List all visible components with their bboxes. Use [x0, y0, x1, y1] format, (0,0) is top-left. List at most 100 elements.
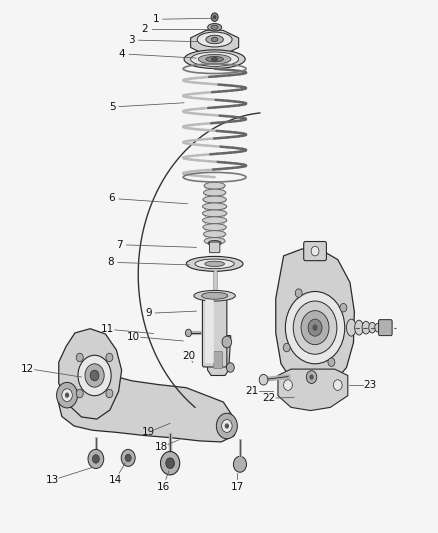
- Ellipse shape: [191, 52, 239, 66]
- Circle shape: [301, 311, 329, 345]
- Ellipse shape: [204, 189, 226, 196]
- Ellipse shape: [205, 261, 224, 266]
- FancyBboxPatch shape: [304, 241, 326, 261]
- Circle shape: [160, 451, 180, 475]
- Circle shape: [309, 374, 314, 379]
- Circle shape: [92, 455, 99, 463]
- Ellipse shape: [198, 54, 231, 64]
- Ellipse shape: [202, 217, 227, 224]
- Circle shape: [57, 382, 78, 408]
- Circle shape: [226, 363, 234, 372]
- FancyBboxPatch shape: [209, 242, 220, 253]
- Ellipse shape: [374, 324, 381, 332]
- Text: 13: 13: [46, 475, 59, 485]
- Text: 7: 7: [116, 240, 123, 249]
- Text: 8: 8: [107, 257, 114, 267]
- Circle shape: [185, 329, 191, 337]
- Circle shape: [293, 301, 337, 354]
- Text: 19: 19: [141, 427, 155, 438]
- Circle shape: [308, 319, 322, 336]
- Circle shape: [62, 389, 72, 401]
- Text: 9: 9: [145, 308, 152, 318]
- Polygon shape: [58, 368, 236, 442]
- Text: 12: 12: [21, 364, 35, 374]
- Ellipse shape: [201, 292, 228, 299]
- Ellipse shape: [204, 231, 226, 238]
- Circle shape: [286, 292, 345, 364]
- Ellipse shape: [186, 256, 243, 271]
- Ellipse shape: [204, 182, 225, 189]
- Ellipse shape: [197, 32, 232, 47]
- Ellipse shape: [208, 240, 221, 246]
- Circle shape: [295, 289, 302, 297]
- Circle shape: [216, 413, 237, 439]
- FancyBboxPatch shape: [205, 300, 214, 364]
- Ellipse shape: [202, 203, 227, 210]
- Ellipse shape: [184, 50, 245, 68]
- Ellipse shape: [194, 290, 235, 301]
- Circle shape: [233, 456, 247, 472]
- Polygon shape: [191, 29, 239, 53]
- Circle shape: [340, 303, 347, 312]
- Circle shape: [76, 353, 83, 362]
- Circle shape: [125, 454, 131, 462]
- Ellipse shape: [212, 37, 218, 42]
- Ellipse shape: [362, 321, 370, 334]
- Circle shape: [284, 379, 292, 390]
- Ellipse shape: [208, 23, 222, 31]
- Circle shape: [166, 458, 174, 469]
- Ellipse shape: [211, 25, 218, 29]
- Ellipse shape: [346, 319, 356, 336]
- Circle shape: [211, 13, 218, 21]
- Circle shape: [213, 15, 216, 19]
- Text: 20: 20: [182, 351, 195, 361]
- Circle shape: [333, 379, 342, 390]
- Circle shape: [88, 449, 104, 469]
- Ellipse shape: [203, 224, 226, 231]
- Circle shape: [311, 246, 319, 256]
- Circle shape: [225, 423, 229, 429]
- Text: 16: 16: [156, 482, 170, 492]
- Text: 5: 5: [109, 102, 115, 112]
- Text: 22: 22: [263, 393, 276, 403]
- Ellipse shape: [369, 322, 376, 333]
- Circle shape: [328, 358, 335, 366]
- Circle shape: [259, 374, 268, 385]
- Text: 17: 17: [231, 482, 244, 492]
- Text: 2: 2: [141, 24, 148, 34]
- Ellipse shape: [203, 196, 226, 203]
- Circle shape: [283, 343, 290, 352]
- Circle shape: [76, 389, 83, 398]
- Text: 1: 1: [152, 14, 159, 25]
- Polygon shape: [59, 329, 122, 419]
- Circle shape: [106, 389, 113, 398]
- Text: 14: 14: [109, 475, 122, 485]
- Ellipse shape: [212, 58, 218, 61]
- Text: 6: 6: [109, 193, 115, 204]
- Circle shape: [65, 392, 69, 398]
- Ellipse shape: [195, 259, 234, 269]
- Ellipse shape: [206, 56, 223, 62]
- FancyBboxPatch shape: [214, 352, 223, 368]
- Circle shape: [85, 364, 104, 387]
- Polygon shape: [278, 369, 348, 410]
- Text: 18: 18: [155, 442, 168, 452]
- Circle shape: [121, 449, 135, 466]
- Text: 21: 21: [245, 386, 258, 397]
- Ellipse shape: [204, 238, 225, 245]
- Circle shape: [222, 419, 232, 432]
- Ellipse shape: [202, 210, 227, 217]
- Circle shape: [78, 356, 111, 395]
- Circle shape: [106, 353, 113, 362]
- Circle shape: [90, 370, 99, 381]
- Text: 4: 4: [119, 49, 125, 59]
- Circle shape: [306, 370, 317, 383]
- Text: 10: 10: [127, 332, 141, 342]
- Polygon shape: [205, 336, 231, 375]
- Ellipse shape: [206, 35, 223, 44]
- Circle shape: [222, 336, 232, 348]
- Text: 11: 11: [101, 324, 114, 334]
- Text: 3: 3: [128, 35, 135, 45]
- FancyBboxPatch shape: [378, 320, 392, 336]
- Polygon shape: [276, 249, 354, 390]
